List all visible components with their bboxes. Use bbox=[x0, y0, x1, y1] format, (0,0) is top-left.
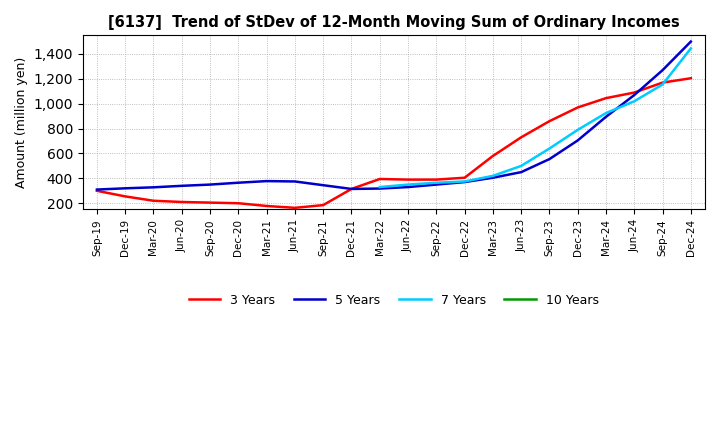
7 Years bbox=[489, 173, 498, 179]
3 Years bbox=[319, 202, 328, 208]
3 Years bbox=[602, 95, 611, 101]
5 Years bbox=[573, 138, 582, 143]
5 Years bbox=[234, 180, 243, 185]
3 Years bbox=[291, 205, 300, 210]
7 Years bbox=[460, 179, 469, 184]
3 Years bbox=[460, 175, 469, 180]
3 Years bbox=[545, 118, 554, 124]
3 Years bbox=[489, 153, 498, 158]
5 Years bbox=[319, 183, 328, 188]
5 Years bbox=[375, 186, 384, 191]
3 Years bbox=[375, 176, 384, 182]
5 Years bbox=[93, 187, 102, 192]
7 Years bbox=[517, 163, 526, 169]
3 Years bbox=[432, 177, 441, 182]
Legend: 3 Years, 5 Years, 7 Years, 10 Years: 3 Years, 5 Years, 7 Years, 10 Years bbox=[184, 289, 603, 312]
5 Years bbox=[177, 183, 186, 188]
Line: 5 Years: 5 Years bbox=[97, 41, 691, 190]
7 Years bbox=[573, 127, 582, 132]
7 Years bbox=[658, 82, 667, 87]
3 Years bbox=[658, 80, 667, 85]
5 Years bbox=[347, 186, 356, 191]
7 Years bbox=[602, 110, 611, 116]
3 Years bbox=[517, 135, 526, 140]
5 Years bbox=[630, 92, 639, 98]
Line: 3 Years: 3 Years bbox=[97, 78, 691, 208]
7 Years bbox=[375, 184, 384, 190]
5 Years bbox=[517, 169, 526, 175]
3 Years bbox=[121, 194, 130, 199]
5 Years bbox=[262, 179, 271, 184]
3 Years bbox=[234, 201, 243, 206]
7 Years bbox=[630, 99, 639, 104]
5 Years bbox=[149, 185, 158, 190]
5 Years bbox=[602, 114, 611, 119]
Title: [6137]  Trend of StDev of 12-Month Moving Sum of Ordinary Incomes: [6137] Trend of StDev of 12-Month Moving… bbox=[108, 15, 680, 30]
5 Years bbox=[658, 67, 667, 73]
7 Years bbox=[545, 146, 554, 151]
Y-axis label: Amount (million yen): Amount (million yen) bbox=[15, 57, 28, 188]
3 Years bbox=[573, 105, 582, 110]
5 Years bbox=[206, 182, 215, 187]
3 Years bbox=[206, 200, 215, 205]
5 Years bbox=[460, 180, 469, 185]
7 Years bbox=[687, 46, 696, 51]
3 Years bbox=[177, 199, 186, 205]
7 Years bbox=[432, 180, 441, 185]
3 Years bbox=[149, 198, 158, 203]
3 Years bbox=[404, 177, 413, 182]
5 Years bbox=[121, 186, 130, 191]
5 Years bbox=[432, 182, 441, 187]
3 Years bbox=[630, 90, 639, 95]
Line: 7 Years: 7 Years bbox=[379, 48, 691, 187]
3 Years bbox=[687, 76, 696, 81]
5 Years bbox=[545, 157, 554, 162]
3 Years bbox=[262, 203, 271, 209]
5 Years bbox=[291, 179, 300, 184]
5 Years bbox=[489, 175, 498, 180]
5 Years bbox=[687, 39, 696, 44]
5 Years bbox=[404, 184, 413, 190]
3 Years bbox=[347, 186, 356, 191]
3 Years bbox=[93, 188, 102, 194]
7 Years bbox=[404, 182, 413, 187]
